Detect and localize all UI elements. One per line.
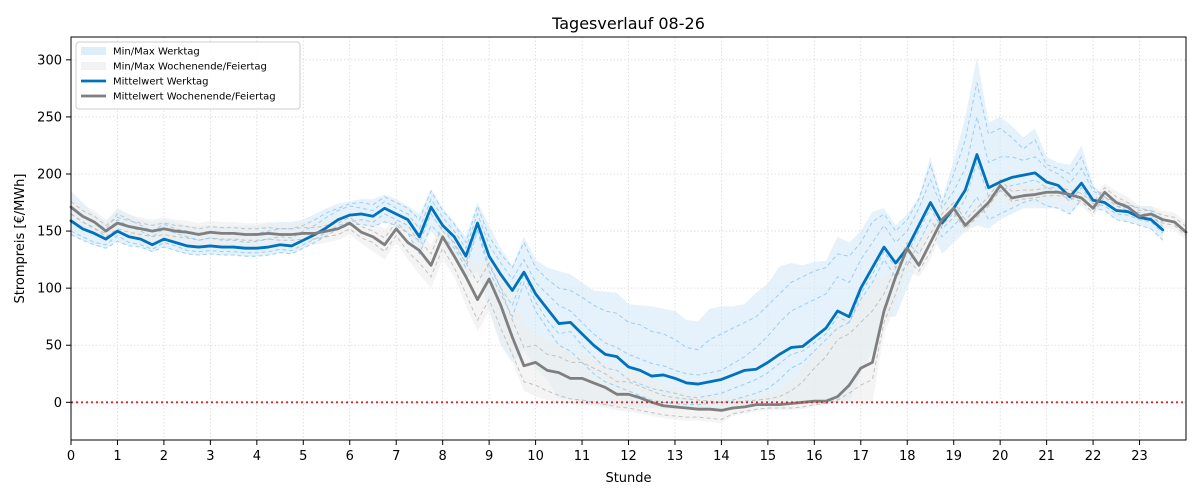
x-tick-label: 14 [713,449,730,464]
x-tick-label: 17 [853,449,870,464]
x-tick-label: 2 [160,449,168,464]
x-tick-label: 12 [620,449,637,464]
x-tick-label: 5 [299,449,307,464]
legend-label: Mittelwert Wochenende/Feiertag [113,92,276,103]
y-axis-label: Strompreis [€/MWh] [13,174,28,304]
y-tick-label: 0 [54,396,62,411]
y-tick-label: 200 [37,167,62,182]
legend-swatch [81,47,106,55]
x-tick-label: 16 [806,449,823,464]
y-tick-label: 150 [37,225,62,240]
x-tick-label: 19 [945,449,962,464]
day-line-werktag [70,160,1164,399]
x-tick-label: 1 [113,449,121,464]
chart-title: Tagesverlauf 08-26 [551,14,705,33]
day-line-werktag [70,82,1164,351]
x-tick-label: 9 [485,449,493,464]
legend: Min/Max Werktag Min/Max Wochenende/Feiert… [75,41,301,110]
legend-box [75,41,301,110]
x-tick-label: 22 [1085,449,1102,464]
x-tick-label: 13 [667,449,684,464]
day-line-wochenende [70,189,1187,420]
legend-label: Min/Max Wochenende/Feiertag [113,62,267,73]
x-tick-label: 23 [1131,449,1148,464]
mean-layer [69,153,1188,412]
x-tick-label: 8 [439,449,447,464]
individual-days-layer [70,82,1187,420]
x-tick-label: 21 [1038,449,1055,464]
x-tick-label: 7 [392,449,400,464]
x-tick-label: 0 [67,449,75,464]
x-tick-label: 20 [992,449,1009,464]
x-tick-label: 15 [760,449,777,464]
x-tick-label: 10 [527,449,544,464]
x-tick-label: 3 [206,449,214,464]
legend-label: Min/Max Werktag [113,47,200,58]
band-minmax-wochenende [71,174,1186,423]
mean-line-wochenende [69,184,1188,412]
x-tick-label: 4 [253,449,261,464]
legend-swatch [81,62,106,70]
x-tick-label: 6 [346,449,354,464]
y-tick-label: 300 [37,53,62,68]
legend-label: Mittelwert Werktag [113,77,208,88]
y-tick-label: 50 [45,339,62,354]
axis-layer: 0 1 2 3 4 5 6 7 8 9 10 11 12 13 14 15 16 17 18 19 20 21 22 2305… [37,53,1148,464]
x-tick-label: 11 [574,449,591,464]
x-tick-label: 18 [899,449,916,464]
x-axis-label: Stunde [605,471,651,486]
y-tick-label: 250 [37,110,62,125]
day-line-wochenende [70,178,1187,403]
y-tick-label: 100 [37,282,62,297]
mean-line-werktag [69,153,1165,386]
day-line-werktag [70,195,1164,406]
